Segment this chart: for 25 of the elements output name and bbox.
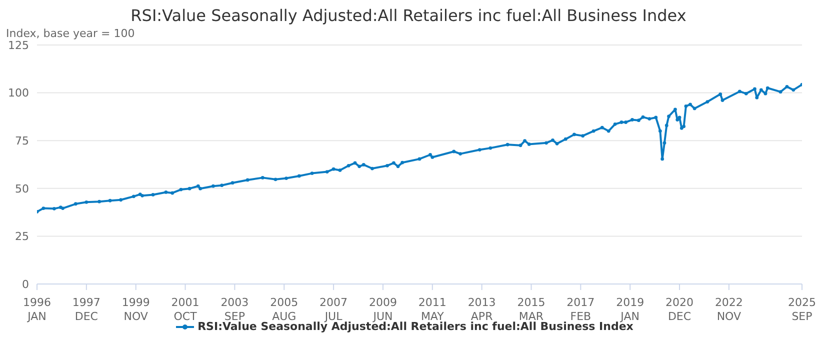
y-tick-label: 25 (15, 230, 29, 244)
x-tick-label: 2009 JUN (368, 296, 397, 323)
x-tick-label: 2001 OCT (171, 296, 200, 323)
y-tick-label: 50 (15, 182, 29, 196)
x-tick-label: 2013 APR (468, 296, 496, 323)
x-tick-label: 2017 FEB (566, 296, 595, 323)
x-tick-label: 2020 DEC (666, 296, 694, 323)
x-tick-label: 2005 AUG (270, 296, 298, 323)
y-tick-label: 125 (8, 38, 29, 52)
y-axis-title: Index, base year = 100 (6, 27, 135, 40)
x-tick-label: 2025 SEP (788, 296, 816, 323)
x-tick-label: 2019 JAN (616, 296, 644, 323)
x-tick-label: 1996 JAN (23, 296, 51, 323)
y-tick-label: 75 (15, 134, 29, 148)
y-tick-label: 100 (8, 86, 29, 100)
x-tick-label: 2015 MAR (517, 296, 546, 323)
x-tick-label: 2011 MAY (418, 296, 446, 323)
legend-label: RSI:Value Seasonally Adjusted:All Retailers inc fuel:All Business Index (198, 320, 634, 333)
x-tick-label: 2007 JUL (320, 296, 348, 323)
x-tick-label: 1999 NOV (122, 296, 150, 323)
chart-title: RSI:Value Seasonally Adjusted:All Retailers inc fuel:All Business Index (130, 6, 688, 25)
x-tick-label: 2003 SEP (220, 296, 249, 323)
x-tick-label: 1997 DEC (72, 296, 100, 323)
x-tick-label: 2022 NOV (714, 296, 743, 323)
y-tick-label: 0 (22, 278, 29, 291)
